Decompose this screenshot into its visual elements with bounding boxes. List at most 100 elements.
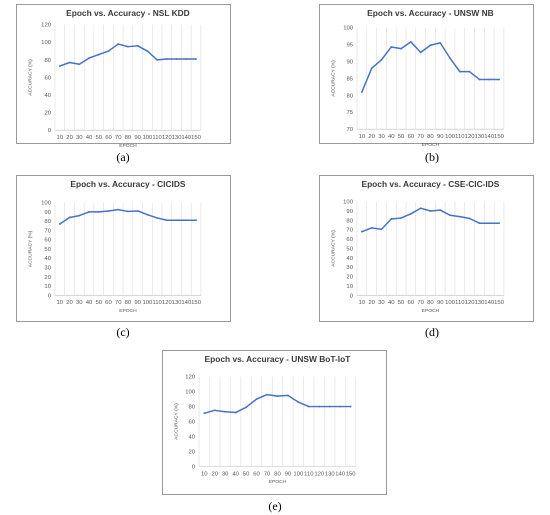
y-tick-label: 40 xyxy=(189,434,196,440)
x-tick-label: 50 xyxy=(243,471,250,477)
data-point xyxy=(400,47,402,50)
x-tick-label: 130 xyxy=(475,300,486,306)
x-tick-label: 90 xyxy=(134,135,141,141)
x-tick-label: 140 xyxy=(484,134,495,140)
x-tick-label: 60 xyxy=(105,300,112,306)
x-tick-label: 70 xyxy=(417,134,424,140)
chart-panel-e: Epoch vs. Accuracy - UNSW BoT-IoT 0 20 40 60… xyxy=(162,350,387,495)
x-tick-label: 70 xyxy=(115,135,122,141)
x-tick-label: 10 xyxy=(359,300,366,306)
y-tick-label: 80 xyxy=(189,405,196,411)
data-point xyxy=(78,63,81,66)
data-point xyxy=(458,70,461,73)
x-tick-label: 100 xyxy=(445,134,456,140)
x-tick-label: 110 xyxy=(304,471,314,477)
x-tick-label: 100 xyxy=(445,300,456,306)
x-tick-label: 10 xyxy=(57,300,64,306)
x-tick-label: 70 xyxy=(115,300,122,306)
data-point xyxy=(287,394,289,397)
x-tick-label: 90 xyxy=(134,300,141,306)
caption-d: (d) xyxy=(425,325,439,339)
data-point xyxy=(429,44,432,47)
y-tick-label: 70 xyxy=(346,228,353,234)
data-point xyxy=(88,211,90,213)
x-tick-label: 100 xyxy=(142,300,153,306)
data-point xyxy=(449,214,451,217)
data-point xyxy=(276,395,279,397)
x-tick-label: 50 xyxy=(398,134,405,140)
x-axis-label: EPOCH xyxy=(119,308,137,314)
x-axis-label: EPOCH xyxy=(269,479,287,485)
y-tick-label: 60 xyxy=(44,75,51,81)
data-point xyxy=(58,223,61,225)
chart-title: Epoch vs. Accuracy - CICIDS xyxy=(70,179,186,189)
x-tick-label: 110 xyxy=(152,300,162,306)
data-point xyxy=(234,411,237,414)
y-tick-label: 120 xyxy=(41,23,52,29)
x-tick-label: 60 xyxy=(408,300,415,306)
y-tick-label: 80 xyxy=(346,93,353,99)
data-point xyxy=(156,217,159,219)
y-tick-label: 95 xyxy=(346,43,353,49)
x-tick-label: 120 xyxy=(162,135,173,141)
x-tick-label: 120 xyxy=(314,471,325,477)
x-tick-label: 10 xyxy=(359,134,366,140)
chart-title: Epoch vs. Accuracy - UNSW NB xyxy=(367,8,494,18)
data-point xyxy=(390,218,393,220)
data-point xyxy=(255,398,258,400)
data-point xyxy=(146,50,149,52)
y-tick-label: 100 xyxy=(185,390,196,396)
chart-svg-a: Epoch vs. Accuracy - NSL KDD 0 20 40 60 80 100… xyxy=(27,8,201,149)
caption-e: (e) xyxy=(268,499,282,513)
x-tick-label: 40 xyxy=(232,471,239,477)
x-tick-label: 10 xyxy=(57,135,64,141)
y-tick-label: 10 xyxy=(346,284,353,290)
data-point xyxy=(165,58,168,60)
data-point xyxy=(297,401,300,403)
x-tick-label: 80 xyxy=(125,300,132,306)
x-tick-label: 110 xyxy=(455,300,465,306)
x-tick-label: 80 xyxy=(427,300,434,306)
y-tick-label: 100 xyxy=(343,200,354,206)
data-point xyxy=(127,45,129,48)
data-point xyxy=(88,57,90,60)
x-tick-label: 80 xyxy=(125,135,132,141)
x-tick-label: 100 xyxy=(293,471,304,477)
y-tick-label: 60 xyxy=(346,237,353,243)
x-tick-label: 20 xyxy=(368,300,375,306)
y-axis-label: ACCURACY (%) xyxy=(27,230,33,267)
accuracy-series-line xyxy=(203,393,352,415)
x-tick-label: 80 xyxy=(274,471,281,477)
data-point xyxy=(318,405,321,408)
data-point xyxy=(136,44,139,47)
x-tick-label: 60 xyxy=(408,134,415,140)
x-tick-label: 150 xyxy=(191,300,202,306)
data-point xyxy=(498,78,500,81)
y-axis-label: ACCURACY (%) xyxy=(173,403,179,440)
data-point xyxy=(478,222,481,225)
x-tick-label: 10 xyxy=(201,471,208,477)
chart-svg-b: Epoch vs. Accuracy - UNSW NB 70 75 80 85 90 95… xyxy=(330,8,504,148)
y-tick-label: 30 xyxy=(346,265,353,271)
y-tick-label: 40 xyxy=(44,256,51,262)
x-tick-label: 120 xyxy=(162,300,173,306)
x-tick-label: 130 xyxy=(172,300,183,306)
y-axis-label: ACCURACY (%) xyxy=(330,230,336,267)
y-tick-label: 80 xyxy=(346,218,353,224)
y-tick-label: 75 xyxy=(346,110,353,116)
y-tick-label: 90 xyxy=(346,59,353,65)
accuracy-series-line xyxy=(361,41,500,93)
data-point xyxy=(370,67,373,70)
data-point xyxy=(419,51,422,54)
data-point xyxy=(185,219,188,222)
data-point xyxy=(439,42,442,44)
x-tick-label: 40 xyxy=(388,134,395,140)
y-tick-label: 30 xyxy=(44,266,51,272)
data-point xyxy=(175,58,178,60)
y-tick-label: 20 xyxy=(44,275,51,281)
x-tick-label: 30 xyxy=(222,471,229,477)
x-tick-label: 20 xyxy=(211,471,218,477)
data-point xyxy=(107,210,110,212)
data-point xyxy=(458,215,461,218)
y-tick-label: 10 xyxy=(44,284,51,290)
